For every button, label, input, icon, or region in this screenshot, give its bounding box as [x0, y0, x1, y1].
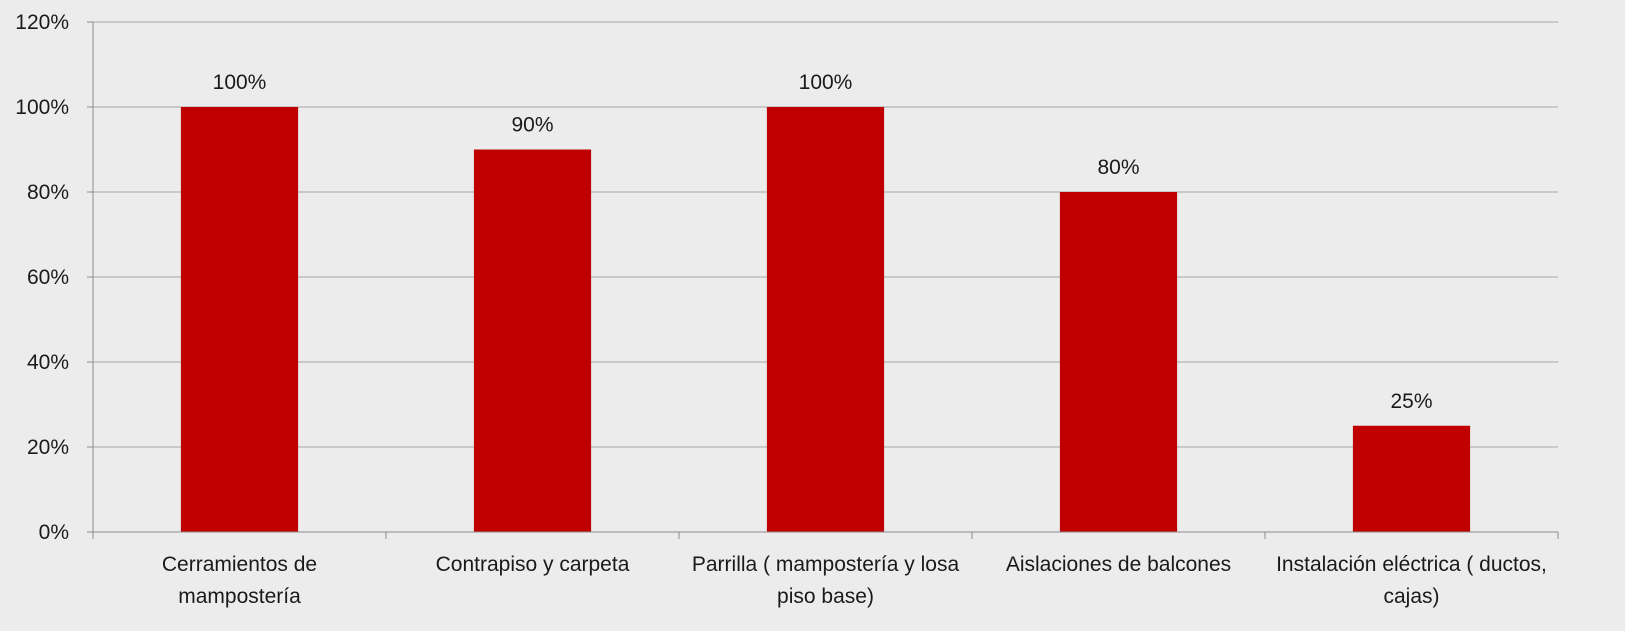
x-category-label: Aislaciones de balcones [1006, 553, 1231, 576]
bar [1059, 192, 1178, 532]
y-tick-label: 0% [39, 521, 69, 544]
data-label: 25% [1390, 390, 1432, 413]
x-category-label: Instalación eléctrica ( ductos, [1276, 553, 1547, 576]
labels: 0% 20% 40% 60% 80% 100% 120% 100% Cerramientos d… [15, 11, 1547, 608]
y-tick-label: 40% [27, 351, 69, 374]
y-tick-label: 80% [27, 181, 69, 204]
bars [180, 107, 1471, 532]
x-category-label: mampostería [178, 585, 301, 608]
y-tick-label: 20% [27, 436, 69, 459]
x-category-label: cajas) [1383, 585, 1439, 608]
bar [473, 149, 592, 532]
bar [766, 107, 885, 532]
x-category-label: Parrilla ( mampostería y losa [692, 553, 960, 576]
axes [87, 21, 1559, 539]
x-category-label: Contrapiso y carpeta [436, 553, 630, 576]
data-label: 90% [511, 114, 553, 137]
x-category-label: piso base) [777, 585, 874, 608]
y-tick-label: 100% [15, 96, 69, 119]
bar [180, 107, 299, 532]
y-tick-label: 120% [15, 11, 69, 34]
y-tick-label: 60% [27, 266, 69, 289]
data-label: 80% [1097, 156, 1139, 179]
bar [1352, 425, 1471, 532]
data-label: 100% [799, 71, 853, 94]
data-label: 100% [213, 71, 267, 94]
x-category-label: Cerramientos de [162, 553, 317, 576]
